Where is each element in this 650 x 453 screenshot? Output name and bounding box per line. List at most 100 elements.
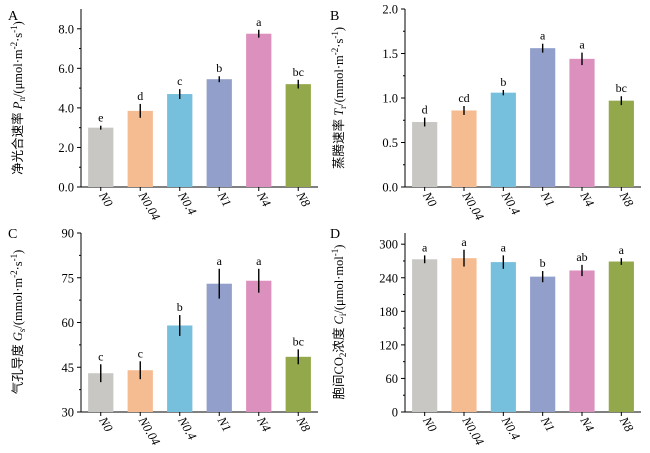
panel-letter: B (330, 9, 339, 24)
y-axis-label-part: ·s (11, 33, 25, 42)
y-axis-label-part: 净光合速率 (10, 109, 25, 175)
x-tick-label: N1 (214, 189, 234, 210)
y-axis-label: 净光合速率 Pn/(μmol·m-2·s-1) (9, 21, 27, 175)
significance-label: a (619, 243, 625, 257)
y-axis-label-part: 蒸腾速率 (331, 116, 346, 169)
significance-label: b (540, 256, 546, 270)
y-tick-label: 4.0 (58, 101, 74, 115)
x-tick-label: N8 (293, 414, 313, 435)
x-tick-label: N4 (254, 189, 274, 210)
bar-n0-4 (490, 262, 516, 412)
x-tick-label: N0 (96, 189, 116, 210)
significance-label: e (98, 111, 103, 125)
x-tick-label: N0.04 (135, 414, 163, 448)
bar-n4 (569, 58, 595, 188)
y-axis-label-part: /(μmol·mol (332, 256, 346, 314)
y-axis-label-part: 2 (338, 353, 348, 358)
y-axis-label-part: s (17, 328, 27, 332)
chart-panel-c: C 30 45 60 75 90 c N0 c N0.04 b N0.4 a N1 a N4 bc N8 气孔导度 … (8, 227, 318, 448)
x-tick-label: N4 (577, 414, 597, 435)
y-tick-label: 60 (386, 372, 399, 386)
x-tick-label: N1 (538, 189, 558, 210)
significance-label: a (217, 254, 223, 268)
significance-label: cd (458, 91, 469, 105)
y-tick-label: 6.0 (58, 62, 74, 76)
x-tick-label: N0 (420, 414, 440, 435)
bar-n0-4 (490, 92, 516, 187)
y-axis-label-part: -1 (9, 25, 19, 33)
significance-label: bc (616, 81, 627, 95)
bar-n1 (206, 79, 232, 187)
x-tick-label: N0.4 (498, 189, 523, 218)
bar-n1 (530, 48, 556, 187)
y-axis-label-part: ·s (332, 39, 346, 48)
x-tick-label: N0.4 (498, 414, 523, 443)
bar-n0 (88, 127, 114, 187)
bar-n8 (285, 84, 311, 187)
y-axis-label-part: 胞间CO (332, 357, 346, 399)
y-axis-label-part: C (332, 315, 346, 324)
y-axis-label-part: ) (11, 21, 25, 25)
y-tick-label: 300 (379, 238, 398, 252)
x-tick-label: N8 (616, 189, 636, 210)
y-axis-label-part: n (17, 97, 27, 102)
chart-panel-b: B 0.0 0.5 1.0 1.5 2.0 d N0 cd N0.04 b N0.4 a N1 a N4 bc N… (330, 3, 641, 223)
chart-panel-a: A 0.0 2.0 4.0 6.0 8.0 e N0 d N0.04 c N0.4 b N1 a N4 bc N8… (8, 9, 318, 223)
x-tick-label: N0.4 (175, 189, 200, 218)
x-tick-label: N8 (293, 189, 313, 210)
bar-n0-04 (451, 258, 477, 412)
y-tick-label: 0.5 (382, 136, 398, 150)
significance-label: ab (576, 250, 587, 264)
significance-label: d (422, 103, 428, 117)
y-axis-label-part: -2 (9, 270, 19, 278)
bar-n1 (530, 276, 556, 412)
y-tick-label: 8.0 (58, 22, 74, 36)
y-axis-label-part: ) (332, 245, 346, 249)
x-tick-label: N1 (538, 414, 558, 435)
significance-label: a (501, 240, 507, 254)
bar-n4 (246, 280, 272, 412)
y-tick-label: 0.0 (382, 181, 398, 195)
significance-label: d (137, 89, 143, 103)
y-axis-label: 蒸腾速率 Tr/(mmol·m-2·s-1) (330, 27, 348, 169)
bar-n0-04 (127, 110, 153, 187)
y-tick-label: 45 (62, 361, 75, 375)
y-axis-label-part: -1 (9, 254, 19, 262)
significance-label: c (98, 349, 103, 363)
significance-label: a (256, 254, 262, 268)
y-axis-label-part: /(μmol·m (11, 49, 25, 97)
bar-n0 (412, 122, 438, 187)
panel-letter: D (330, 227, 340, 242)
y-tick-label: 2.0 (58, 141, 74, 155)
bar-n0-04 (451, 110, 477, 187)
y-tick-label: 180 (379, 305, 398, 319)
bar-n8 (608, 261, 634, 412)
y-axis-label-part: i (338, 313, 348, 316)
x-tick-label: N4 (254, 414, 274, 435)
x-tick-label: N4 (577, 189, 597, 210)
bar-n4 (569, 270, 595, 412)
significance-label: b (500, 75, 506, 89)
y-axis-label-part: 气孔导度 (10, 341, 25, 394)
significance-label: a (422, 240, 428, 254)
x-tick-label: N0.4 (175, 414, 200, 443)
x-tick-label: N1 (214, 414, 234, 435)
bar-n8 (608, 100, 634, 187)
y-axis-label-part: 浓度 (331, 324, 346, 352)
x-tick-label: N8 (616, 414, 636, 435)
y-axis-label-part: -2 (330, 48, 340, 56)
significance-label: b (216, 61, 222, 75)
significance-label: a (256, 15, 262, 29)
y-axis-label-part: ·s (11, 261, 25, 270)
bar-n1 (206, 283, 232, 412)
y-axis-label-part: r (338, 106, 348, 109)
y-tick-label: 0.0 (58, 181, 74, 195)
y-tick-label: 1.0 (382, 92, 398, 106)
significance-label: c (177, 74, 182, 88)
x-tick-label: N0 (96, 414, 116, 435)
y-axis-label-part: /(mmol·m (332, 55, 346, 106)
bar-n0 (412, 259, 438, 412)
significance-label: a (540, 29, 546, 43)
x-tick-label: N0.04 (459, 189, 487, 223)
